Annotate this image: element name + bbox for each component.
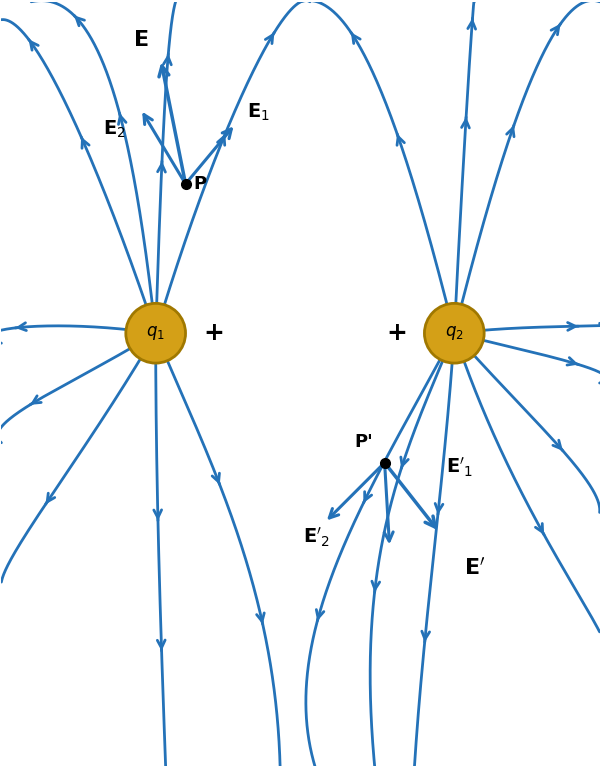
Text: P: P bbox=[194, 175, 207, 193]
Text: +: + bbox=[203, 321, 224, 346]
Circle shape bbox=[126, 303, 186, 363]
Text: $\mathbf{E}$: $\mathbf{E}$ bbox=[133, 29, 148, 50]
Text: $\mathbf{E}_2$: $\mathbf{E}_2$ bbox=[103, 118, 126, 140]
Text: $\mathbf{E}'_1$: $\mathbf{E}'_1$ bbox=[447, 456, 474, 479]
Text: P': P' bbox=[354, 432, 373, 451]
Text: $\mathbf{E}'_2$: $\mathbf{E}'_2$ bbox=[303, 525, 330, 549]
Text: $q_2$: $q_2$ bbox=[445, 324, 464, 343]
Text: $q_1$: $q_1$ bbox=[146, 324, 165, 343]
Circle shape bbox=[424, 303, 484, 363]
Text: +: + bbox=[386, 321, 407, 346]
Text: $\mathbf{E}_1$: $\mathbf{E}_1$ bbox=[247, 101, 270, 123]
Text: $\mathbf{E}'$: $\mathbf{E}'$ bbox=[464, 558, 486, 579]
